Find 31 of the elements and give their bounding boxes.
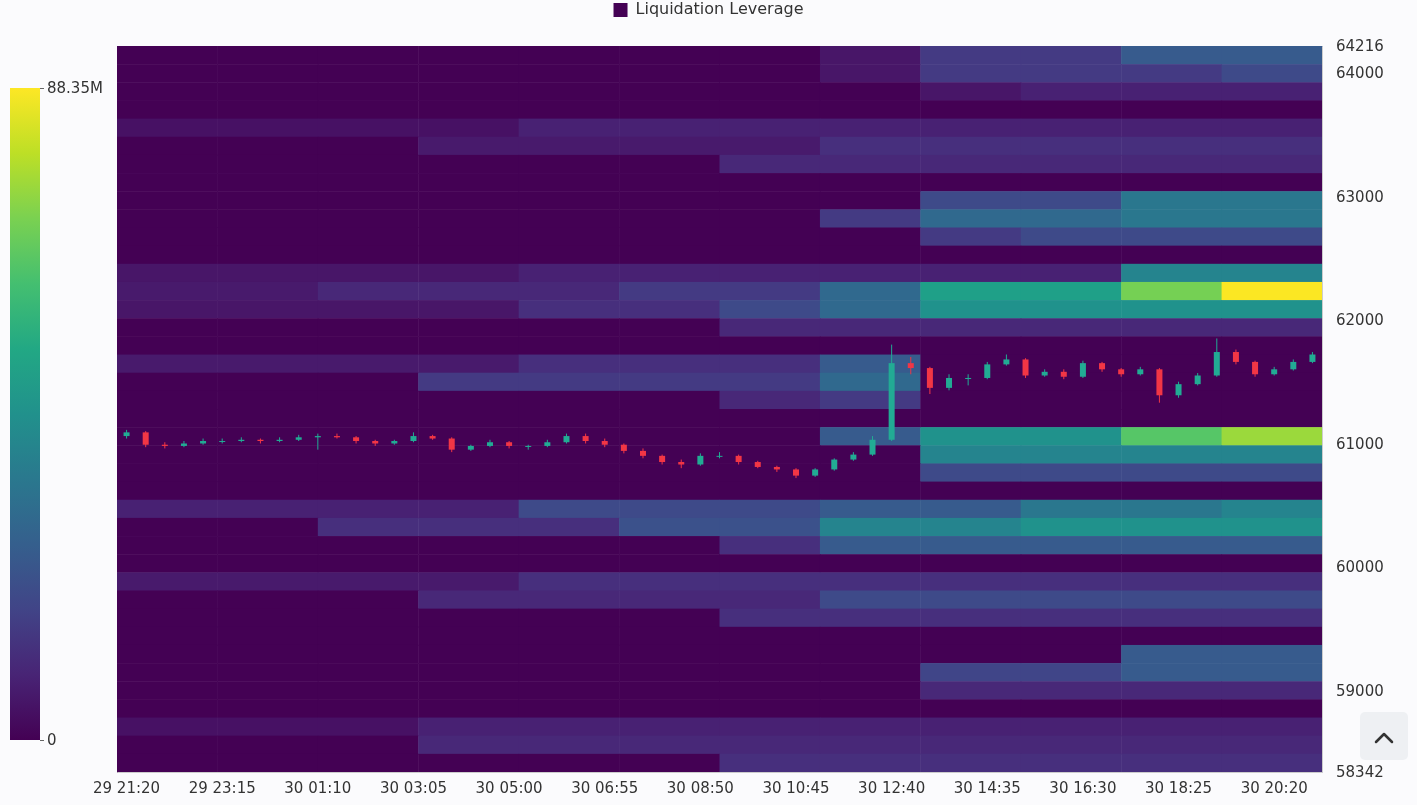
x-tick-label: 30 20:20 (1240, 778, 1308, 797)
color-bar-label: 88.35M (47, 79, 103, 98)
y-tick-label: 63000 (1336, 187, 1384, 206)
y-tick-label: 61000 (1336, 434, 1384, 453)
color-bar-label: 0 (47, 731, 57, 750)
candlestick (965, 373, 972, 386)
x-tick-label: 30 12:40 (858, 778, 926, 797)
color-bar-title: Liquidation Leverage (635, 0, 804, 18)
candlestick (180, 440, 187, 448)
x-tick-label: 30 14:35 (953, 778, 1021, 797)
x-tick-label: 30 18:25 (1145, 778, 1213, 797)
x-tick-label: 30 08:50 (666, 778, 734, 797)
y-tick-label: 64000 (1336, 64, 1384, 82)
candlestick (1022, 357, 1029, 379)
x-tick-label: 30 05:00 (475, 778, 543, 797)
x-tick-label: 29 21:20 (93, 778, 161, 797)
x-tick-label: 30 03:05 (379, 778, 448, 797)
candlestick (869, 435, 876, 457)
candlestick (1213, 337, 1220, 378)
x-tick-label: 30 01:10 (284, 778, 352, 797)
candlestick (926, 366, 933, 395)
y-tick-label: 64216 (1336, 37, 1384, 56)
x-tick-label: 30 06:55 (571, 778, 639, 797)
x-tick-label: 29 23:15 (188, 778, 256, 797)
x-tick-label: 30 10:45 (762, 778, 830, 797)
x-tick-label: 30 16:30 (1049, 778, 1117, 797)
y-tick-label: 59000 (1336, 681, 1384, 700)
candlestick (639, 447, 646, 459)
y-tick-label: 62000 (1336, 311, 1384, 330)
y-tick-label: 58342 (1336, 763, 1384, 782)
y-tick-label: 60000 (1336, 558, 1384, 577)
